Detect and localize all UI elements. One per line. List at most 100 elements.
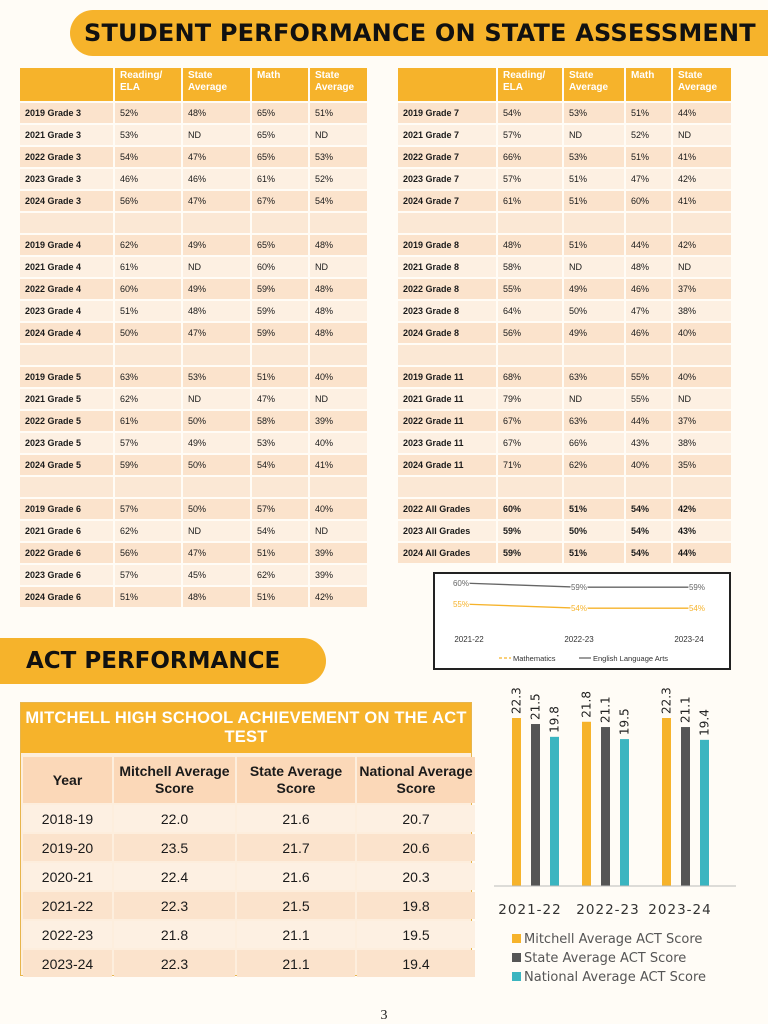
table-row: 2019 Grade 3 52% 48% 65% 51%: [20, 103, 367, 123]
legend-label: Mitchell Average ACT Score: [524, 932, 702, 947]
table-cell: 41%: [673, 191, 731, 211]
table-cell: 54%: [626, 543, 671, 563]
table-cell: 56%: [115, 543, 181, 563]
row-label: 2023 Grade 4: [20, 301, 113, 321]
table-cell: 42%: [673, 235, 731, 255]
table-cell: 51%: [626, 103, 671, 123]
table-cell: 48%: [310, 301, 367, 321]
legend-swatch: [512, 972, 521, 981]
table-cell: 54%: [498, 103, 562, 123]
row-label: 2024 Grade 7: [398, 191, 496, 211]
act-bar-chart: 22.3 21.5 19.8 21.8 21.1 19.5 22.3 21.1 19.4 2021…: [492, 682, 738, 988]
spacer-cell: [498, 213, 562, 233]
spacer-cell: [498, 477, 562, 497]
table-cell: 39%: [310, 565, 367, 585]
table-cell: 61%: [115, 257, 181, 277]
bar-2: [531, 724, 540, 886]
table-cell: 54%: [310, 191, 367, 211]
data-label: 21.1: [679, 696, 693, 723]
table-cell: 57%: [115, 499, 181, 519]
table-row: 2019 Grade 7 54% 53% 51% 44%: [398, 103, 731, 123]
legend-label: English Language Arts: [593, 654, 668, 663]
table-row: 2021 Grade 8 58% ND 48% ND: [398, 257, 731, 277]
table-cell: 40%: [310, 499, 367, 519]
table-cell: 41%: [310, 455, 367, 475]
table-cell: 65%: [252, 103, 308, 123]
table-row: 2021 Grade 3 53% ND 65% ND: [20, 125, 367, 145]
table-row: 2022 Grade 5 61% 50% 58% 39%: [20, 411, 367, 431]
table-cell: 63%: [564, 411, 624, 431]
legend-swatch: [512, 934, 521, 943]
spacer-cell: [310, 477, 367, 497]
table-cell: 66%: [498, 147, 562, 167]
row-label: 2021 Grade 6: [20, 521, 113, 541]
table-cell: 50%: [183, 455, 250, 475]
spacer-cell: [115, 213, 181, 233]
state-assessment-table-left: Reading/ ELA State Average Math State Avera…: [18, 66, 369, 609]
row-label: 2019 Grade 6: [20, 499, 113, 519]
table-cell: 48%: [310, 235, 367, 255]
table-cell: 19.8: [357, 892, 475, 919]
table-cell: 48%: [310, 323, 367, 343]
table-cell: 48%: [183, 301, 250, 321]
table-cell: 22.3: [114, 950, 235, 977]
row-label: 2019 Grade 7: [398, 103, 496, 123]
bar-1: [582, 721, 591, 886]
table-cell: 59%: [498, 543, 562, 563]
bar-3: [700, 739, 709, 886]
table-cell: 47%: [183, 323, 250, 343]
table-cell: 45%: [183, 565, 250, 585]
table-cell: ND: [183, 257, 250, 277]
table-cell: 53%: [183, 367, 250, 387]
row-label: 2019 Grade 8: [398, 235, 496, 255]
data-label: 22.3: [510, 687, 524, 714]
table-cell: 56%: [115, 191, 181, 211]
table-cell: 44%: [626, 235, 671, 255]
data-label: 19.4: [698, 709, 712, 736]
row-label: 2019 Grade 3: [20, 103, 113, 123]
row-label: 2024 Grade 4: [20, 323, 113, 343]
row-label: 2019 Grade 5: [20, 367, 113, 387]
row-label: 2023 Grade 8: [398, 301, 496, 321]
table-cell: 20.7: [357, 805, 475, 832]
table-cell: 65%: [252, 147, 308, 167]
table-row: 2023 All Grades 59% 50% 54% 43%: [398, 521, 731, 541]
table-row: 2023 Grade 3 46% 46% 61% 52%: [20, 169, 367, 189]
table-cell: 54%: [252, 455, 308, 475]
column-header: Reading/ ELA: [115, 68, 181, 101]
table-cell: 62%: [115, 389, 181, 409]
spacer-cell: [673, 213, 731, 233]
table-cell: 49%: [183, 279, 250, 299]
table-cell: 60%: [252, 257, 308, 277]
table-cell: 57%: [115, 433, 181, 453]
spacer-row: [398, 477, 731, 497]
data-label: 59%: [571, 583, 587, 592]
table-cell: 52%: [626, 125, 671, 145]
page-number: 3: [380, 1008, 388, 1023]
table-cell: 49%: [564, 279, 624, 299]
table-cell: 51%: [564, 169, 624, 189]
table-cell: 58%: [498, 257, 562, 277]
row-label: 2023 Grade 3: [20, 169, 113, 189]
table-cell: 65%: [252, 125, 308, 145]
table-row: 2022 Grade 3 54% 47% 65% 53%: [20, 147, 367, 167]
table-row: 2018-19 22.0 21.6 20.7: [23, 805, 475, 832]
table-cell: 47%: [626, 301, 671, 321]
table-cell: ND: [564, 125, 624, 145]
bar-2: [601, 727, 610, 886]
table-cell: 22.0: [114, 805, 235, 832]
column-header: National Average Score: [357, 757, 475, 803]
table-cell: 21.1: [237, 921, 355, 948]
legend-label: State Average ACT Score: [524, 951, 686, 966]
table-cell: 47%: [183, 543, 250, 563]
table-row: 2024 Grade 8 56% 49% 46% 40%: [398, 323, 731, 343]
table-cell: 2022-23: [23, 921, 112, 948]
table-cell: 51%: [564, 191, 624, 211]
table-cell: 41%: [673, 147, 731, 167]
table-cell: 52%: [115, 103, 181, 123]
table-cell: 59%: [252, 279, 308, 299]
table-cell: 47%: [183, 191, 250, 211]
table-cell: 19.5: [357, 921, 475, 948]
table-cell: 42%: [673, 169, 731, 189]
table-cell: 54%: [626, 521, 671, 541]
